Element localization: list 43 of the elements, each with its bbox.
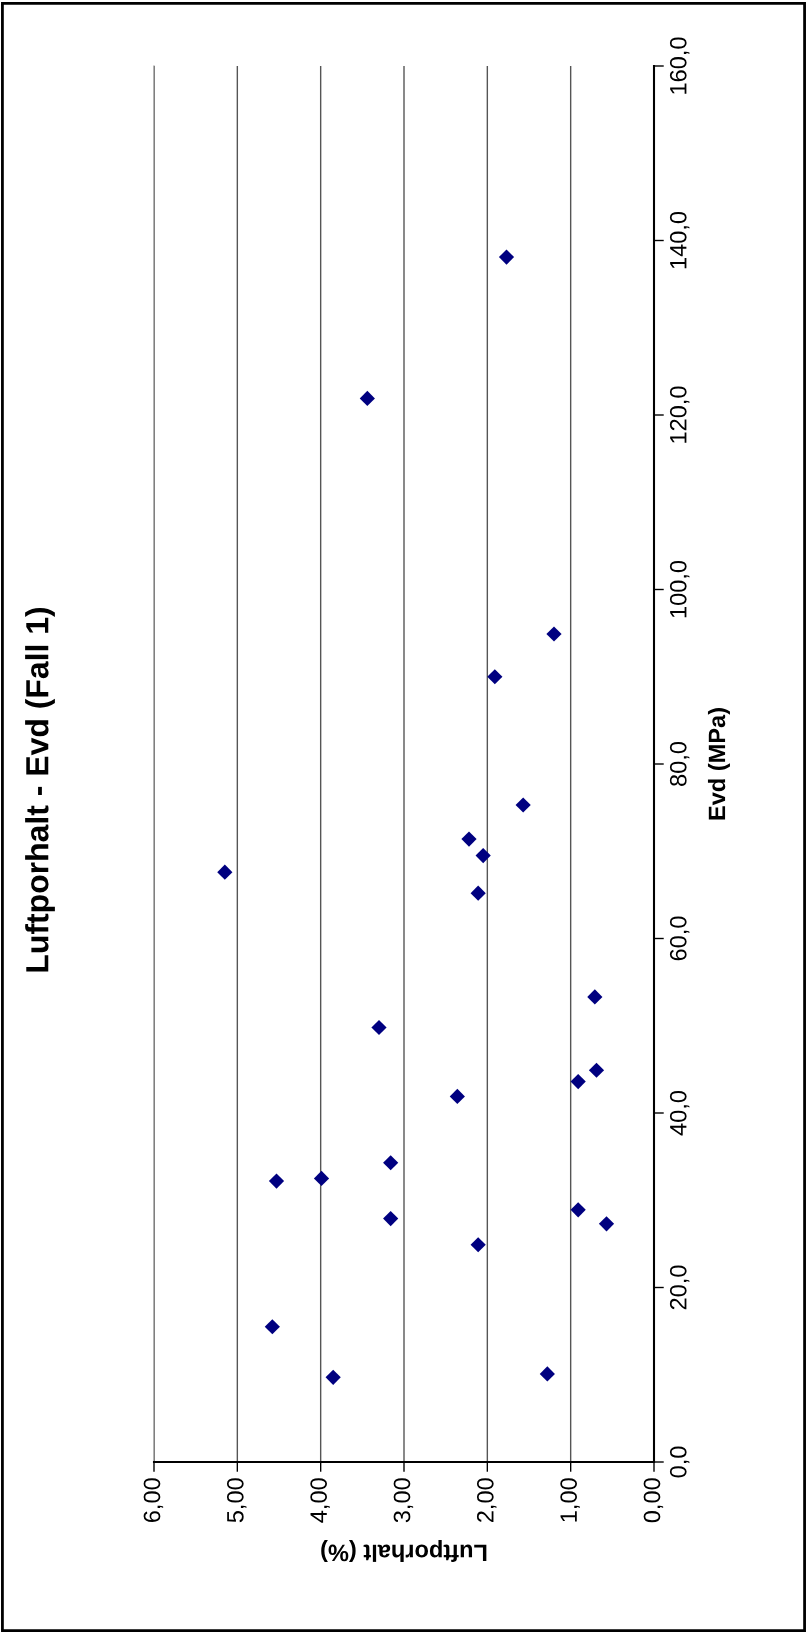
point	[217, 864, 233, 880]
x-tick-label: 5,00	[226, 1478, 247, 1523]
x-tick-label: 6,00	[143, 1478, 164, 1523]
x-tick-label: 3,00	[393, 1478, 414, 1523]
point	[515, 797, 531, 813]
point	[498, 249, 515, 265]
point	[588, 1062, 605, 1078]
y-tick-label: 160,0	[669, 37, 690, 94]
x-axis-title: Luftporhalt (%)	[321, 1539, 487, 1562]
y-axis-title: Evd (MPa)	[707, 708, 730, 820]
y-tick-label: 120,0	[669, 386, 690, 443]
point	[461, 831, 477, 847]
x-tick-label: 4,00	[310, 1478, 330, 1523]
point	[325, 1369, 341, 1385]
point	[546, 626, 562, 642]
point	[539, 1366, 555, 1382]
y-tick-label: 100,0	[669, 560, 690, 618]
point	[570, 1073, 586, 1090]
x-tick-label: 2,00	[476, 1478, 497, 1523]
point	[449, 1088, 465, 1105]
x-tick-label: 1,00	[560, 1478, 580, 1522]
y-tick-label: 20,0	[669, 1265, 690, 1310]
point	[587, 989, 603, 1005]
point	[475, 848, 491, 864]
point	[383, 1210, 399, 1227]
point	[268, 1173, 285, 1189]
text: Luftporhalt - Evd (Fall 1)	[25, 607, 55, 972]
point	[359, 390, 375, 407]
point	[313, 1170, 330, 1187]
point	[470, 1237, 486, 1253]
y-tick-label: 60,0	[669, 916, 690, 961]
point	[383, 1155, 399, 1171]
point	[598, 1216, 615, 1232]
y-tick-label: 0,0	[669, 1446, 690, 1478]
y-tick-label: 80,0	[669, 741, 690, 786]
y-tick-label: 140,0	[669, 211, 690, 269]
point	[487, 669, 503, 685]
point	[470, 885, 486, 901]
y-tick-label: 40,0	[669, 1090, 690, 1136]
x-tick-label: 0,00	[643, 1478, 664, 1523]
point	[371, 1019, 387, 1036]
point	[264, 1319, 280, 1335]
point	[570, 1202, 586, 1218]
